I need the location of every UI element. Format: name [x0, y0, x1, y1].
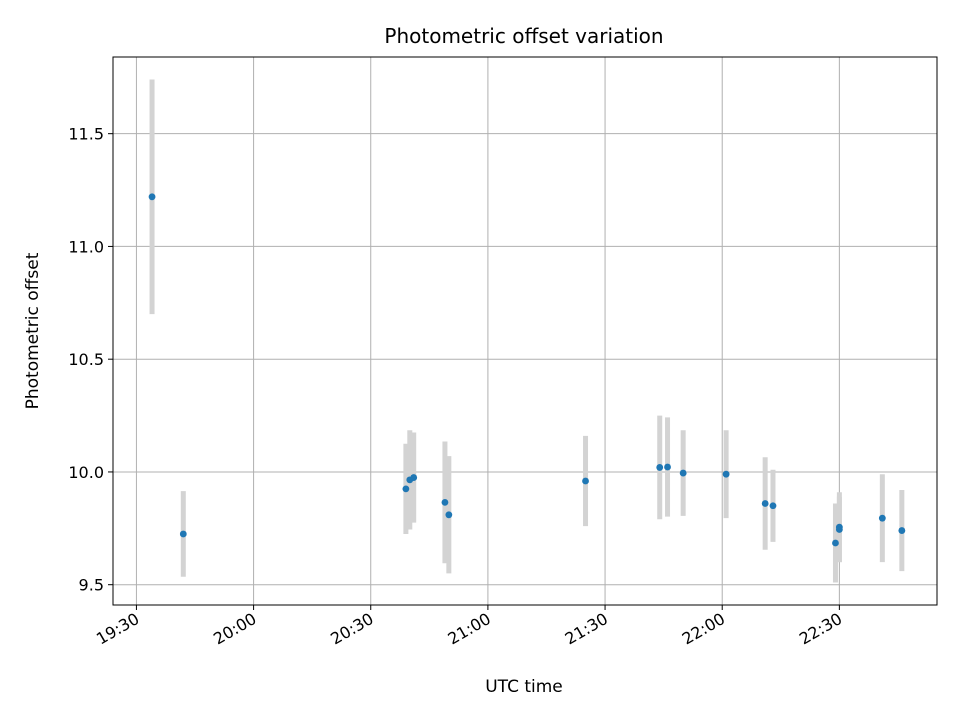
grid: [113, 57, 937, 605]
data-point: [148, 193, 156, 201]
data-point: [402, 485, 410, 493]
data-points: [148, 193, 906, 547]
data-point: [664, 463, 671, 471]
data-point: [832, 539, 839, 547]
data-point: [679, 469, 687, 477]
data-point: [179, 530, 187, 538]
data-point: [410, 474, 418, 481]
data-point: [878, 514, 886, 522]
data-point: [761, 500, 769, 507]
data-point: [445, 511, 453, 519]
y-axis-title: Photometric offset: [23, 252, 43, 409]
data-point: [441, 498, 449, 506]
x-axis-title: UTC time: [485, 677, 563, 697]
data-point: [582, 477, 589, 485]
y-tick-label: 11.0: [68, 237, 104, 256]
plot-area-frame: [112, 56, 938, 606]
data-point: [769, 502, 777, 510]
data-point: [722, 470, 730, 478]
data-point: [656, 464, 664, 471]
y-tick-label: 10.0: [68, 463, 104, 482]
data-point: [898, 527, 906, 534]
data-point: [835, 526, 843, 533]
chart-title: Photometric offset variation: [384, 24, 663, 48]
y-tick-label: 9.5: [79, 576, 104, 595]
y-tick-label: 11.5: [68, 125, 104, 144]
y-tick-label: 10.5: [68, 350, 104, 369]
